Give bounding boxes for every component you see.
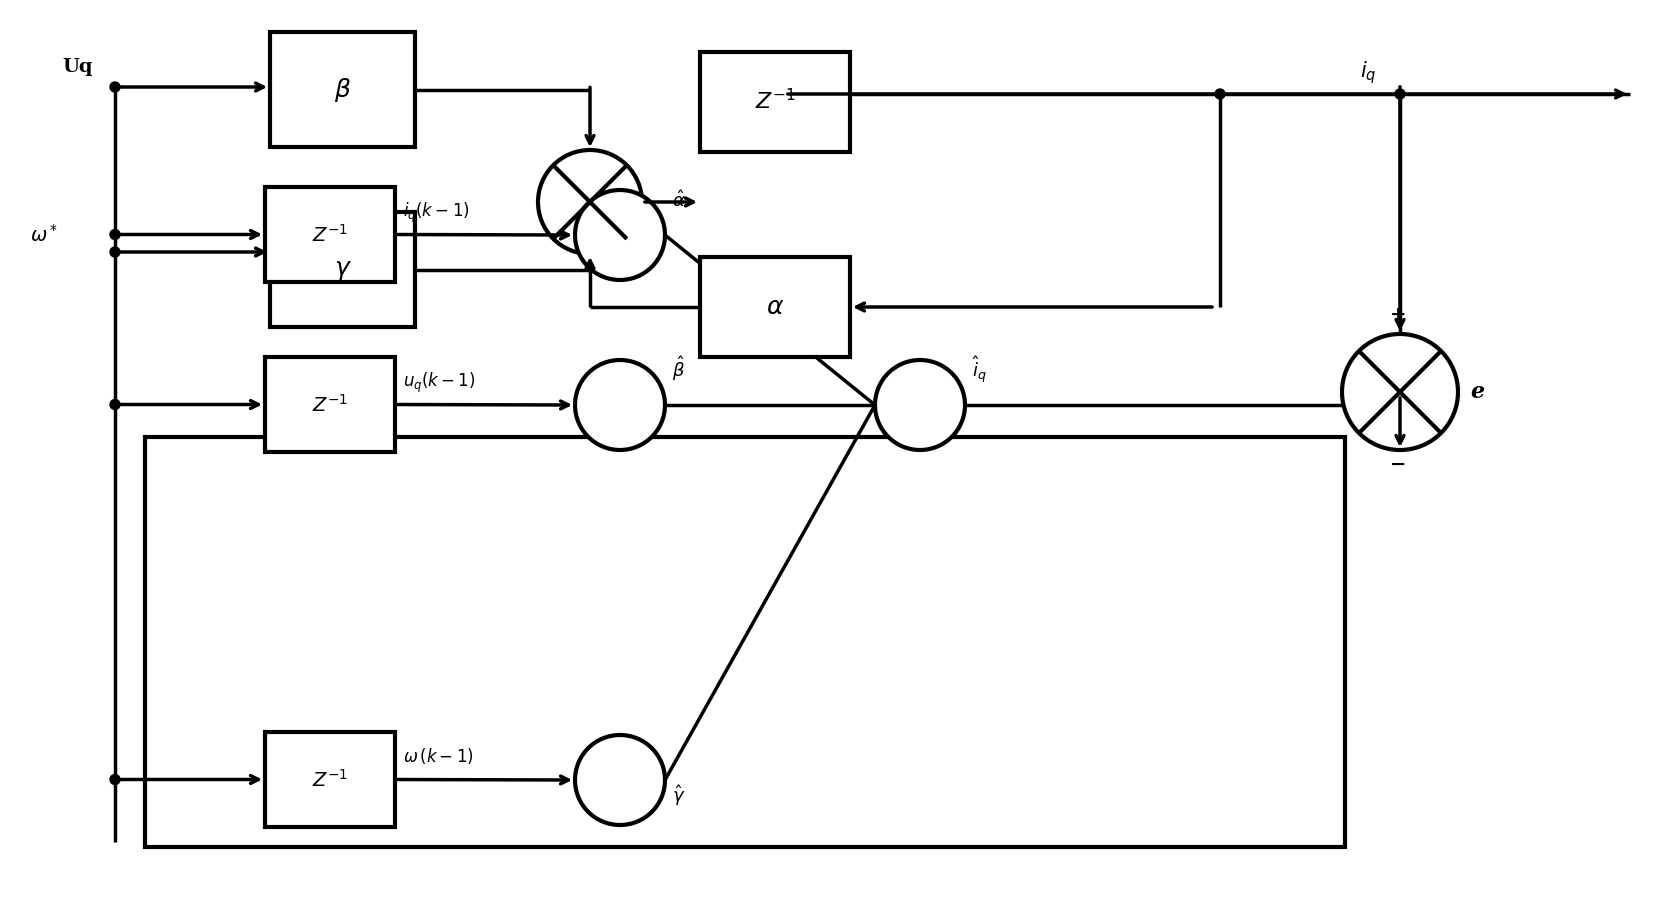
Bar	[144, 437, 1345, 847]
Text: $\hat{\beta}$: $\hat{\beta}$	[672, 354, 684, 383]
Text: $Z^{-1}$: $Z^{-1}$	[755, 90, 795, 115]
Circle shape	[1395, 89, 1405, 99]
Circle shape	[575, 735, 666, 825]
Text: $Z^{-1}$: $Z^{-1}$	[312, 223, 347, 246]
Circle shape	[111, 247, 121, 257]
Circle shape	[111, 230, 121, 239]
Text: Uq: Uq	[62, 58, 92, 76]
Circle shape	[875, 360, 964, 450]
Text: $i_q$: $i_q$	[1360, 59, 1377, 85]
Circle shape	[1216, 89, 1224, 99]
Text: e: e	[1471, 381, 1484, 403]
Circle shape	[111, 399, 121, 410]
Text: $\beta$: $\beta$	[334, 75, 350, 103]
Text: $\hat{\alpha}$: $\hat{\alpha}$	[672, 190, 686, 211]
Text: $\omega\,(k-1)$: $\omega\,(k-1)$	[402, 746, 475, 766]
Text: $Z^{-1}$: $Z^{-1}$	[312, 394, 347, 415]
Text: $u_q(k-1)$: $u_q(k-1)$	[402, 370, 476, 395]
Bar	[265, 187, 396, 282]
Text: $i_q(k-1)$: $i_q(k-1)$	[402, 201, 470, 225]
Text: $\gamma$: $\gamma$	[334, 257, 352, 282]
Circle shape	[111, 774, 121, 785]
Circle shape	[1342, 334, 1457, 450]
Bar	[270, 32, 414, 147]
Bar	[265, 732, 396, 827]
Text: −: −	[1390, 456, 1407, 474]
Text: $\hat{i}_q$: $\hat{i}_q$	[973, 354, 986, 385]
Text: $\alpha$: $\alpha$	[766, 295, 785, 319]
Bar	[270, 212, 414, 327]
Bar	[699, 52, 850, 152]
Circle shape	[575, 190, 666, 280]
Circle shape	[575, 360, 666, 450]
Bar	[699, 257, 850, 357]
Text: $Z^{-1}$: $Z^{-1}$	[312, 769, 347, 790]
Circle shape	[538, 150, 642, 254]
Text: $\omega^*$: $\omega^*$	[30, 224, 59, 246]
Text: $\hat{\gamma}$: $\hat{\gamma}$	[672, 783, 686, 808]
Circle shape	[111, 82, 121, 92]
Text: +: +	[1390, 306, 1407, 324]
Bar	[265, 357, 396, 452]
